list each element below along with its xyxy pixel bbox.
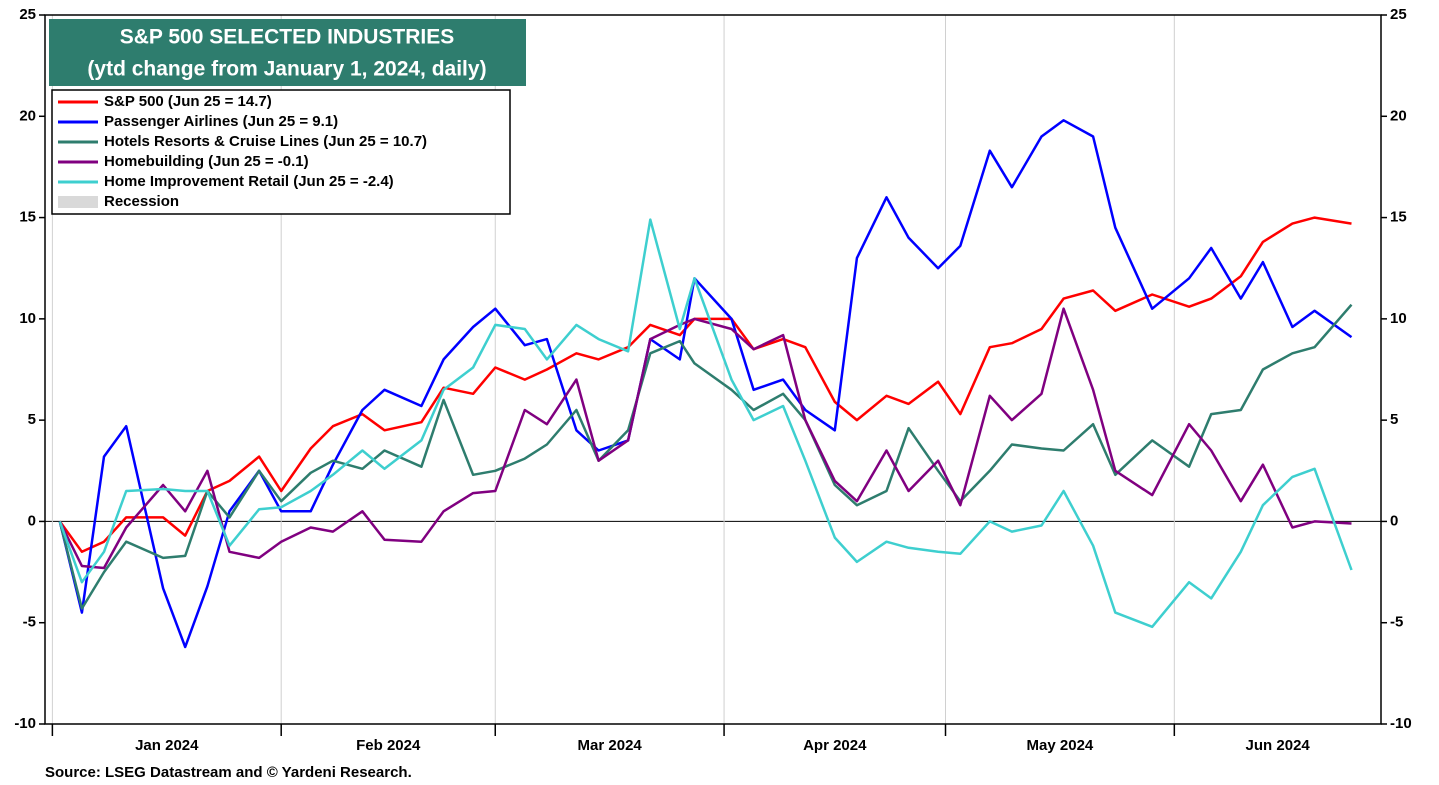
y-tick-label: 5	[28, 411, 36, 428]
legend-label: Hotels Resorts & Cruise Lines (Jun 25 = …	[104, 133, 427, 150]
x-tick-label: Jan 2024	[135, 737, 199, 754]
legend-label: Recession	[104, 193, 179, 210]
legend-box	[51, 89, 511, 215]
series-line	[58, 303, 1353, 610]
x-tick-label: Mar 2024	[578, 737, 643, 754]
legend: S&P 500 (Jun 25 = 14.7) Passenger Airline…	[51, 89, 511, 215]
y2-tick-label: 5	[1390, 411, 1398, 428]
x-tick-label: Feb 2024	[356, 737, 421, 754]
x-tick-label: May 2024	[1027, 737, 1094, 754]
plot-frame	[44, 14, 1382, 725]
y-tick-label: -5	[23, 614, 36, 631]
x-tick-label: Jun 2024	[1246, 737, 1311, 754]
source-note: Source: LSEG Datastream and © Yardeni Re…	[45, 764, 412, 781]
title-background	[49, 19, 526, 86]
lines	[58, 119, 1353, 649]
y-tick-label: 15	[19, 209, 36, 226]
legend-label: Passenger Airlines (Jun 25 = 9.1)	[104, 113, 338, 130]
y2-tick-label: 15	[1390, 209, 1407, 226]
y-tick-label: 25	[19, 6, 36, 23]
y-tick-label: 20	[19, 107, 36, 124]
legend-label: S&P 500 (Jun 25 = 14.7)	[104, 93, 272, 110]
y2-tick-label: 20	[1390, 107, 1407, 124]
series-line	[58, 307, 1352, 570]
y-tick-label: 0	[28, 512, 36, 529]
y2-tick-label: -5	[1390, 614, 1403, 631]
y-tick-label: 10	[19, 310, 36, 327]
y2-tick-label: 0	[1390, 512, 1398, 529]
chart-subtitle: (ytd change from January 1, 2024, daily)	[87, 58, 486, 81]
series-line	[58, 216, 1352, 554]
y2-tick-label: -10	[1390, 715, 1412, 732]
series-line	[58, 218, 1353, 629]
y2-tick-label: 10	[1390, 310, 1407, 327]
chart-title: S&P 500 SELECTED INDUSTRIES	[120, 26, 455, 49]
legend-swatch	[58, 196, 98, 208]
y2-tick-label: 25	[1390, 6, 1407, 23]
legend-label: Homebuilding (Jun 25 = -0.1)	[104, 153, 309, 170]
x-tick-label: Apr 2024	[803, 737, 867, 754]
legend-label: Home Improvement Retail (Jun 25 = -2.4)	[104, 173, 394, 190]
y-tick-label: -10	[14, 715, 36, 732]
title-box: S&P 500 SELECTED INDUSTRIES (ytd change …	[49, 19, 526, 86]
